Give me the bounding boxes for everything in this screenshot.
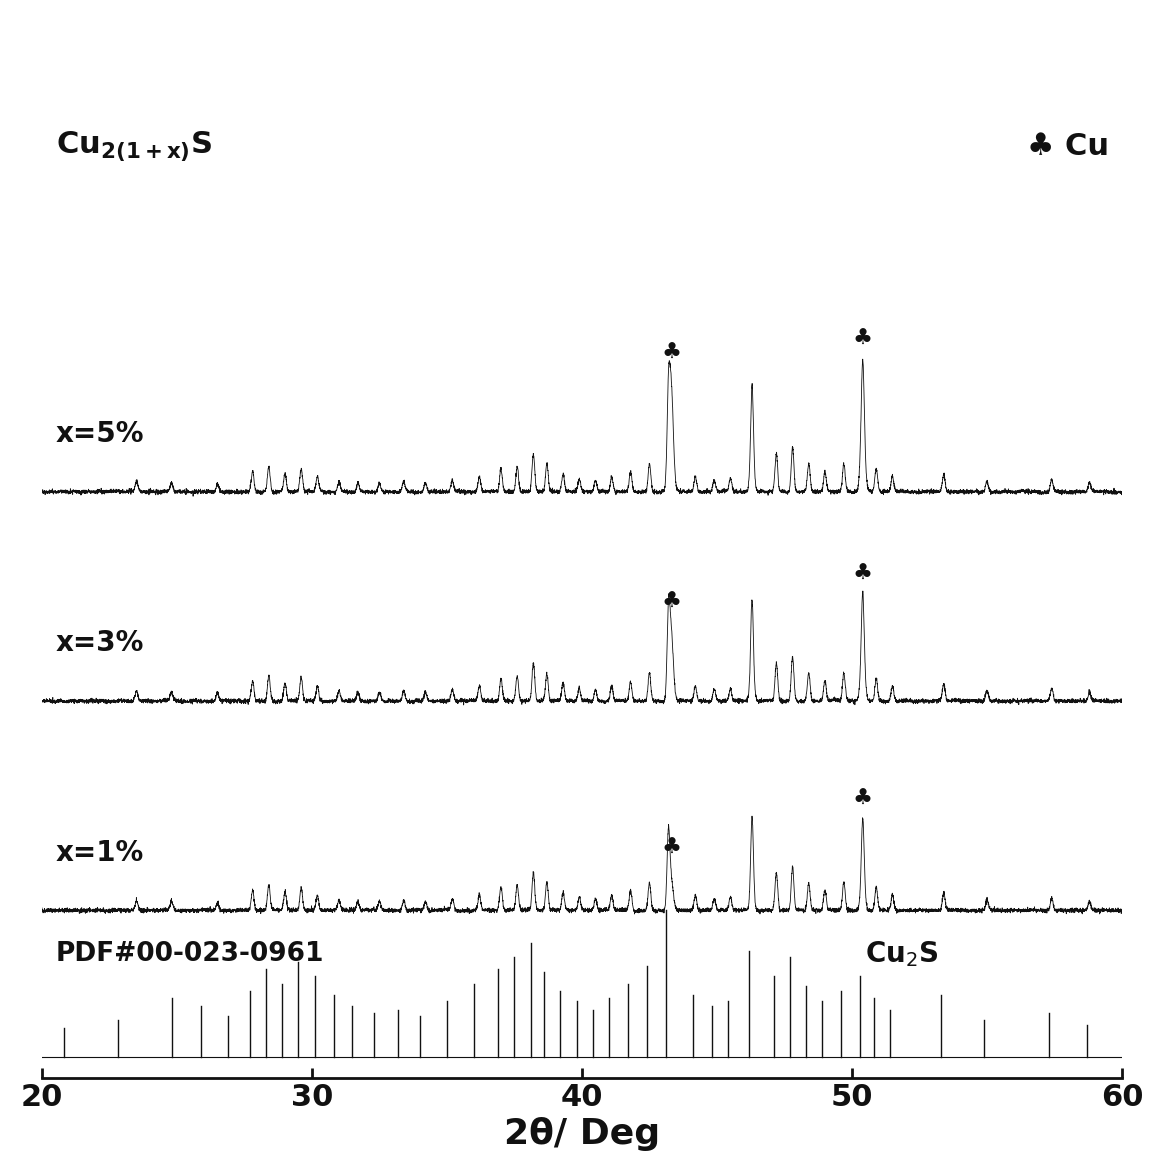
Text: $\mathbf{Cu_{2(1+x)}S}$: $\mathbf{Cu_{2(1+x)}S}$ xyxy=(56,129,212,164)
Text: ♣ Cu: ♣ Cu xyxy=(1028,132,1109,161)
Text: ♣: ♣ xyxy=(661,838,681,858)
Text: ♣: ♣ xyxy=(661,592,681,612)
Text: PDF#00-023-0961: PDF#00-023-0961 xyxy=(56,941,324,967)
Text: Cu$_2$S: Cu$_2$S xyxy=(866,940,939,969)
Text: ♣: ♣ xyxy=(853,789,873,809)
Text: x=1%: x=1% xyxy=(56,839,144,867)
Text: x=5%: x=5% xyxy=(56,421,144,448)
Text: ♣: ♣ xyxy=(853,564,873,584)
Text: x=3%: x=3% xyxy=(56,629,144,657)
Text: ♣: ♣ xyxy=(661,342,681,362)
X-axis label: 2θ/ Deg: 2θ/ Deg xyxy=(504,1117,660,1151)
Text: ♣: ♣ xyxy=(853,328,873,349)
